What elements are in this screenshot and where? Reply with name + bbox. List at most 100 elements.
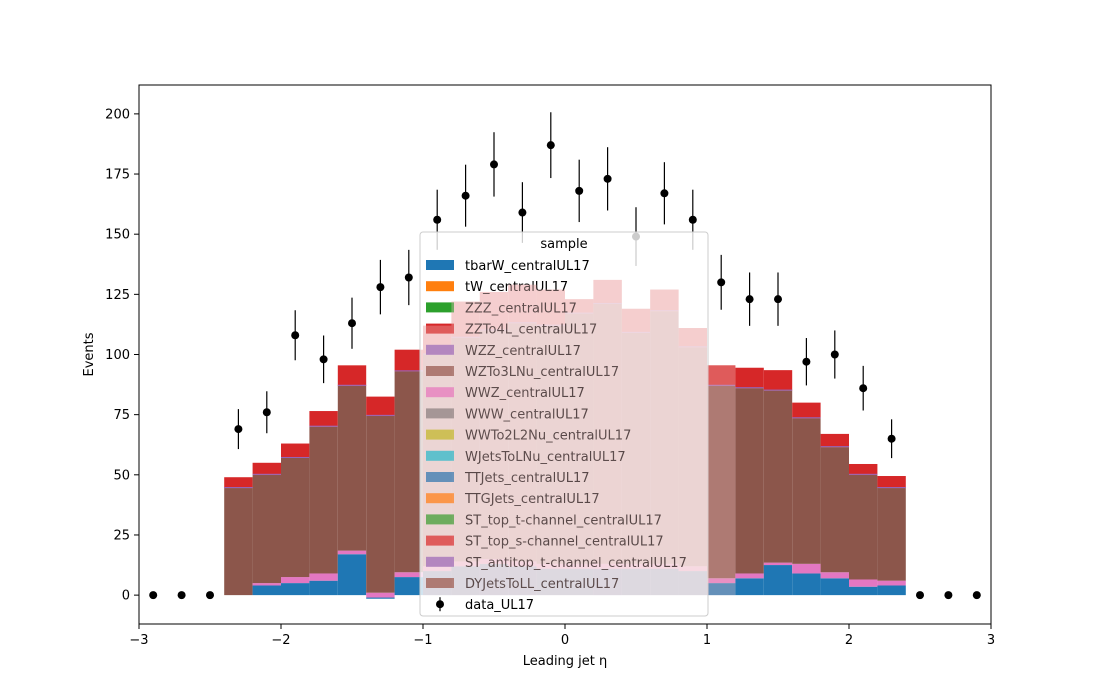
data-point [319, 355, 328, 364]
data-point [603, 174, 612, 183]
x-tick-label: −3 [129, 633, 148, 648]
data-point [859, 384, 868, 393]
bar-ST_top_s-channel_centralUL17 [877, 476, 906, 489]
bar-DYJetsToLL_centralUL17 [337, 385, 367, 551]
bar-TTJets_centralUL17 [281, 583, 310, 596]
data-point [234, 425, 243, 434]
bar-overlay [451, 301, 480, 596]
legend-label: WJetsToLNu_centralUL17 [465, 450, 626, 465]
legend-swatch [426, 514, 454, 525]
bar-DYJetsToLL_centralUL17 [394, 371, 423, 573]
bar-TTJets_centralUL17 [309, 580, 338, 596]
legend-label: DYJetsToLL_centralUL17 [465, 577, 619, 592]
legend-label: WWZ_centralUL17 [465, 386, 585, 401]
bar-ST_antitop_t-channel_centralUL17 [820, 446, 849, 448]
bar-ST_top_s-channel_centralUL17 [252, 462, 281, 475]
data-point [688, 215, 697, 224]
legend-swatch [426, 387, 454, 398]
data-point [745, 295, 754, 304]
bar-DYJetsToLL_centralUL17 [281, 457, 310, 578]
bar-ST_top_s-channel_centralUL17 [394, 349, 423, 372]
legend-box [419, 231, 709, 617]
bar-TTJets_centralUL17 [849, 586, 878, 596]
bar-DYJetsToLL_centralUL17 [877, 488, 906, 581]
bar-WWZ_centralUL17 [849, 579, 878, 587]
bar-WWZ_centralUL17 [309, 573, 338, 581]
bar-ST_top_s-channel_centralUL17 [281, 443, 310, 458]
legend-swatch [426, 344, 454, 355]
bar-TTJets_centralUL17 [820, 578, 849, 596]
bar-DYJetsToLL_centralUL17 [366, 415, 395, 593]
bar-ST_top_s-channel_centralUL17 [309, 411, 338, 427]
bar-WWZ_centralUL17 [366, 592, 395, 598]
data-point [546, 141, 555, 150]
bar-DYJetsToLL_centralUL17 [252, 474, 281, 584]
legend-label: WWTo2L2Nu_centralUL17 [465, 429, 631, 444]
bar-ST_top_s-channel_centralUL17 [707, 365, 736, 386]
legend-swatch [426, 556, 454, 567]
y-axis-label: Events [82, 332, 97, 376]
legend-title: sample [540, 237, 587, 252]
bar-ST_top_s-channel_centralUL17 [820, 433, 849, 448]
x-tick-label: 2 [845, 633, 853, 648]
bar-WWZ_centralUL17 [763, 562, 793, 566]
bar-ST_top_s-channel_centralUL17 [735, 367, 764, 389]
data-point [177, 591, 186, 600]
data-point [348, 319, 356, 328]
y-tick-label: 175 [105, 168, 130, 183]
data-point [291, 331, 300, 340]
legend-swatch [426, 535, 454, 546]
data-point [972, 591, 981, 600]
bar-WWZ_centralUL17 [707, 578, 736, 584]
y-tick-label: 0 [122, 589, 130, 604]
legend-label: tbarW_centralUL17 [465, 259, 590, 274]
data-point [376, 283, 385, 292]
bar-DYJetsToLL_centralUL17 [224, 488, 253, 596]
bar-ST_antitop_t-channel_centralUL17 [877, 487, 906, 489]
legend-swatch [426, 408, 454, 419]
data-point [802, 357, 811, 366]
bar-WWZ_centralUL17 [877, 580, 906, 586]
legend-label: tW_centralUL17 [465, 280, 568, 295]
bar-ST_top_s-channel_centralUL17 [792, 402, 821, 419]
bar-overlay [479, 291, 509, 596]
data-point [660, 189, 669, 198]
bar-ST_top_s-channel_centralUL17 [763, 370, 793, 391]
legend-label: ST_top_s-channel_centralUL17 [465, 535, 664, 550]
data-point [206, 591, 214, 600]
data-point [717, 278, 726, 287]
legend-label: ZZTo4L_centralUL17 [465, 323, 597, 338]
bar-TTJets_centralUL17 [394, 577, 423, 596]
bar-ST_antitop_t-channel_centralUL17 [792, 417, 821, 419]
x-tick-label: −2 [271, 633, 290, 648]
bar-TTJets_centralUL17 [877, 585, 906, 596]
data-point [461, 191, 470, 200]
data-point [887, 434, 896, 443]
legend-swatch [436, 600, 444, 609]
x-tick-label: 1 [703, 633, 711, 648]
bar-TTJets_centralUL17 [707, 583, 736, 596]
x-axis-label: Leading jet η [523, 654, 608, 669]
bar-DYJetsToLL_centralUL17 [707, 385, 736, 579]
bar-WWZ_centralUL17 [337, 550, 367, 555]
bar-DYJetsToLL_centralUL17 [763, 390, 793, 563]
legend-label: WZTo3LNu_centralUL17 [465, 365, 619, 380]
bar-overlay [593, 279, 622, 596]
legend-label: TTGJets_centralUL17 [464, 492, 600, 507]
legend-swatch [426, 260, 454, 270]
bar-TTJets_centralUL17 [252, 585, 281, 596]
legend-swatch [426, 493, 454, 504]
bar-overlay [423, 325, 452, 596]
y-tick-label: 100 [105, 348, 130, 363]
y-tick-label: 25 [113, 528, 130, 543]
legend: sample tbarW_centralUL17 tW_centralUL17 ZZ… [419, 231, 736, 617]
bar-WWZ_centralUL17 [820, 572, 849, 579]
data-point [262, 408, 271, 417]
legend-label: data_UL17 [465, 598, 534, 613]
data-point [830, 350, 839, 359]
legend-label: ST_antitop_t-channel_centralUL17 [465, 556, 687, 571]
data-point [944, 591, 953, 600]
bar-TTJets_centralUL17 [792, 573, 821, 596]
bar-overlay [678, 328, 707, 596]
legend-label: ST_top_t-channel_centralUL17 [465, 513, 662, 528]
